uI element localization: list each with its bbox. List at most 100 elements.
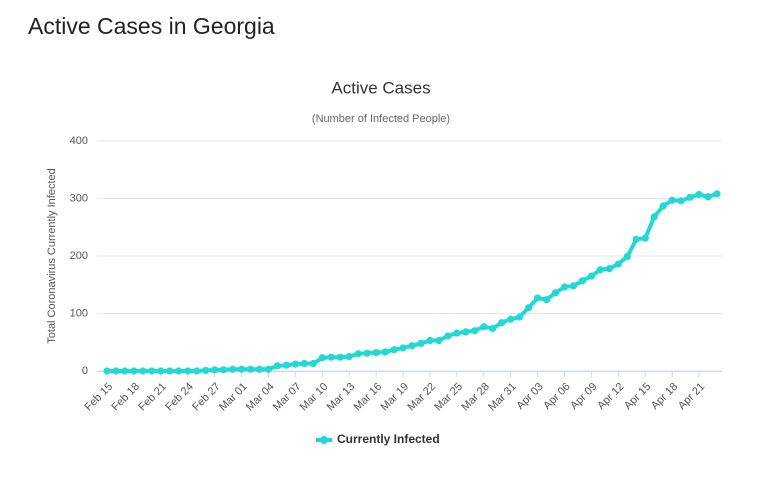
point [453,329,461,337]
point [354,350,362,358]
point [246,365,255,373]
y-tick-label: 300 [70,192,88,204]
point [282,361,291,369]
x-tick-label: Mar 07 [271,381,304,414]
point [112,367,120,375]
x-tick-label: Mar 13 [325,381,358,414]
point [587,272,596,280]
point [659,202,667,210]
point [390,346,398,354]
point [569,282,578,290]
x-tick-label: Apr 09 [568,381,599,412]
x-tick-label: Feb 18 [109,381,142,414]
point [363,349,371,357]
chart-title: Active Cases [331,78,430,97]
legend-label: Currently Infected [337,432,440,446]
point [318,354,326,362]
point [686,193,694,201]
x-tick-label: Apr 21 [676,381,707,412]
x-tick-label: Feb 21 [136,381,169,414]
point [596,266,604,274]
x-tick-label: Mar 25 [432,381,465,414]
point [668,196,676,204]
point [372,349,380,357]
point [704,193,712,201]
point [641,234,649,242]
point [489,324,497,333]
point [220,366,228,374]
x-tick-label: Apr 15 [622,381,653,412]
point [291,360,299,368]
x-tick-label: Mar 19 [379,381,412,414]
point [516,313,524,321]
point [121,367,129,375]
y-tick-label: 100 [70,307,88,319]
point [578,277,587,285]
x-tick-label: Apr 18 [649,381,680,412]
x-tick-label: Apr 12 [595,381,626,412]
point [130,367,138,375]
point [202,366,210,375]
point [309,359,317,368]
point [560,283,569,291]
point [327,353,335,361]
x-tick-label: Mar 04 [244,381,277,414]
point [677,197,685,205]
point [632,235,640,243]
x-tick-label: Mar 22 [405,381,438,414]
point [175,367,183,375]
y-tick-label: 0 [82,365,88,377]
point [381,348,389,356]
point [507,315,515,323]
point [255,365,264,373]
point [713,190,721,198]
y-axis-label: Total Coronavirus Currently Infected [46,168,58,343]
point [228,365,237,373]
point [139,367,147,375]
point [399,344,407,352]
point [605,265,613,273]
x-tick-label: Mar 01 [217,381,250,414]
y-tick-label: 200 [70,250,88,262]
point [533,294,542,302]
point [551,289,560,297]
x-tick-label: Mar 31 [486,381,519,414]
point [211,366,219,374]
point [166,367,174,375]
point [695,190,703,199]
point [650,213,658,221]
point [471,327,479,335]
x-tick-label: Mar 28 [459,381,492,414]
x-tick-label: Feb 27 [190,381,223,414]
point [426,336,434,345]
legend-symbol [320,436,328,444]
point [273,362,282,370]
page-title: Active Cases in Georgia [28,13,275,39]
point [525,304,533,312]
point [157,367,165,375]
x-tick-label: Feb 15 [82,381,115,414]
point [103,367,111,375]
point [444,332,452,340]
x-tick-label: Mar 16 [352,381,385,414]
point [623,252,631,261]
point [462,328,470,336]
point [614,260,622,268]
point [345,353,353,361]
point [542,296,551,304]
chart-subtitle: (Number of Infected People) [312,113,450,125]
point [336,353,344,361]
point [408,342,416,350]
point [435,336,443,345]
x-tick-label: Apr 06 [541,381,572,412]
point [184,367,192,375]
x-tick-label: Apr 03 [514,381,545,412]
point [237,365,246,373]
point [264,365,273,373]
point [498,319,506,327]
x-tick-label: Feb 24 [163,381,196,414]
point [417,339,425,347]
point [480,323,488,331]
point [193,367,201,375]
